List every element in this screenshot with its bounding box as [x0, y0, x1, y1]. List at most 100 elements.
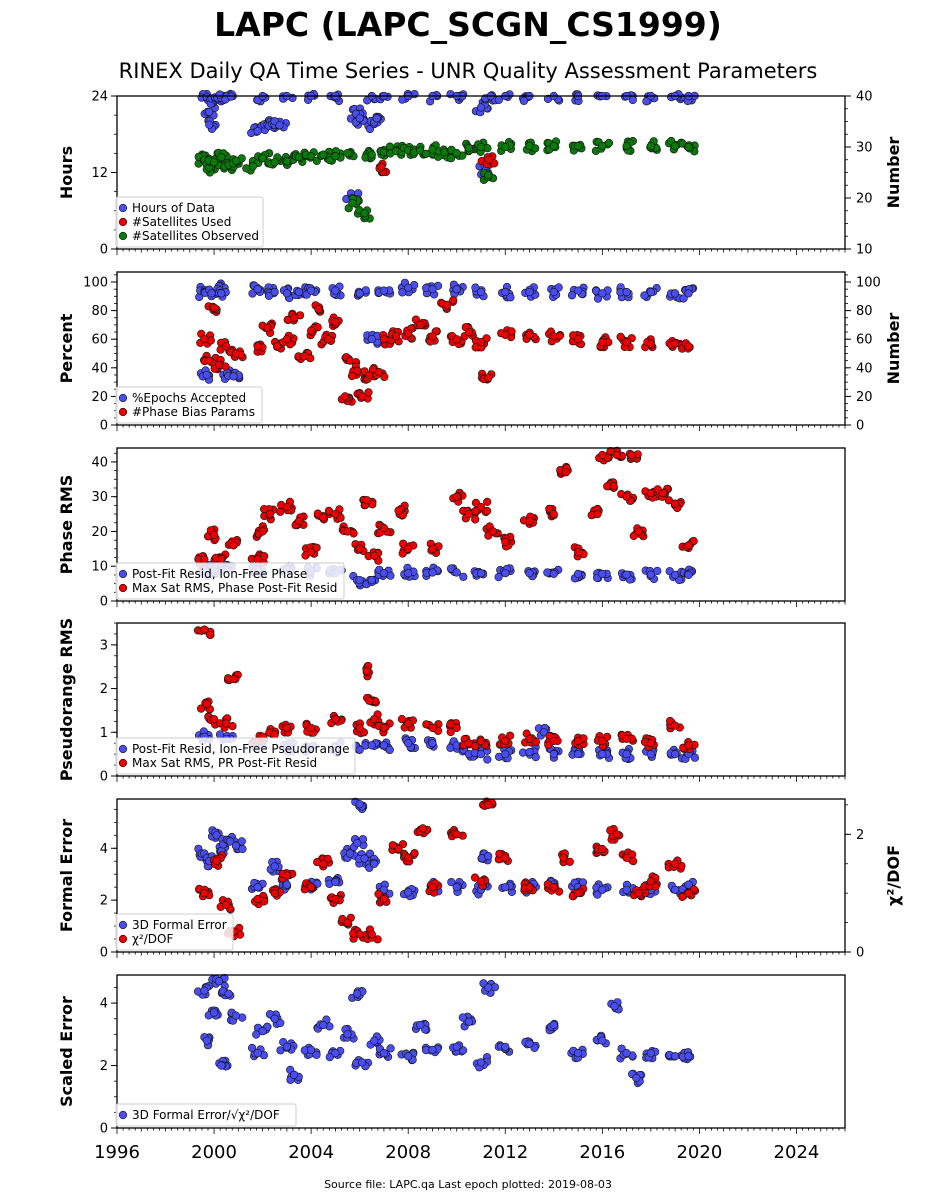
data-point [324, 335, 333, 344]
data-point [622, 287, 631, 297]
data-point [573, 286, 583, 295]
data-point [331, 152, 340, 161]
data-point [404, 544, 413, 553]
data-point [598, 141, 607, 151]
legend-box [115, 386, 263, 424]
y-axis-label: Formal Error [57, 819, 76, 932]
data-point [573, 1048, 583, 1058]
data-point [640, 291, 649, 300]
data-point [573, 749, 583, 759]
data-point [367, 741, 376, 750]
data-point [670, 570, 680, 580]
y-axis-label: Percent [57, 313, 76, 383]
data-point [270, 158, 279, 167]
data-point [501, 537, 510, 547]
data-point [476, 877, 486, 886]
data-point [598, 569, 607, 579]
data-point [253, 883, 262, 892]
data-point [379, 523, 389, 533]
data-point [525, 1039, 534, 1048]
data-point [345, 849, 355, 858]
y-tick-label: 0 [100, 946, 108, 961]
data-point [353, 838, 362, 848]
data-point [358, 835, 368, 844]
data-point [258, 1027, 267, 1036]
data-point [275, 121, 284, 130]
data-point [646, 877, 656, 886]
y-right-tick-label: 40 [856, 361, 873, 376]
data-point [525, 330, 534, 340]
data-point [525, 516, 534, 526]
data-point [464, 1017, 474, 1026]
figure-subtitle: RINEX Daily QA Time Series - UNR Quality… [119, 59, 818, 83]
data-point [319, 150, 328, 159]
x-tick-label: 2012 [482, 1142, 528, 1163]
data-point [282, 335, 292, 344]
data-point [217, 555, 226, 564]
data-point [442, 300, 452, 310]
data-point [353, 989, 362, 998]
data-point [464, 143, 474, 153]
legend-label: Max Sat RMS, Phase Post-Fit Resid [132, 581, 337, 595]
data-point [260, 552, 269, 561]
data-point [379, 1048, 389, 1058]
y-tick-label: 100 [83, 276, 108, 291]
data-point [525, 141, 534, 151]
data-point [319, 513, 328, 522]
data-point [428, 883, 437, 892]
points-percent [195, 278, 698, 406]
data-point [428, 568, 437, 577]
data-point [404, 739, 413, 748]
data-point [205, 107, 214, 116]
data-point [374, 889, 383, 899]
data-point [642, 97, 651, 106]
data-point [483, 755, 492, 764]
panel-pseudorange: 0 1 2 3 Pseudorange RMS Post-Fit Resid, Ion-F… [57, 618, 846, 785]
data-point [253, 894, 262, 904]
data-point [392, 332, 401, 341]
data-point [205, 356, 214, 365]
data-point [421, 149, 431, 158]
data-point [404, 283, 413, 292]
legend-marker [118, 393, 128, 403]
data-point [355, 930, 364, 939]
y-tick-label: 12 [91, 166, 108, 181]
data-point [476, 103, 486, 112]
y-tick-label: 24 [91, 90, 108, 105]
data-point [501, 853, 510, 862]
data-point [476, 736, 486, 746]
data-point [202, 370, 211, 380]
data-point [646, 1048, 656, 1058]
legend-box [115, 1103, 297, 1127]
data-point [210, 158, 219, 167]
legend-marker [118, 758, 128, 768]
data-point [331, 317, 340, 327]
x-tick-label: 2016 [579, 1142, 625, 1163]
data-point [290, 313, 299, 322]
legend-marker [118, 920, 128, 930]
data-point [525, 747, 534, 757]
legend-label: χ²/DOF [132, 932, 173, 946]
data-point [347, 371, 357, 381]
data-point [360, 209, 369, 218]
data-point [525, 569, 534, 578]
data-point [307, 883, 316, 892]
data-point [214, 360, 223, 370]
data-point [598, 885, 607, 894]
legend-marker [118, 583, 128, 593]
legend-label: Post-Fit Resid, Ion-Free Phase [132, 567, 307, 581]
data-point [253, 1048, 262, 1058]
data-point [307, 152, 316, 161]
data-point [684, 880, 693, 889]
data-point [447, 877, 456, 887]
data-point [598, 338, 607, 347]
data-point [684, 570, 693, 580]
data-point [603, 482, 612, 491]
data-point [428, 332, 437, 341]
data-point [449, 296, 458, 305]
y-right-tick-label: 20 [856, 390, 873, 405]
data-point [307, 286, 316, 295]
data-point [372, 114, 381, 123]
data-point [358, 1058, 367, 1067]
